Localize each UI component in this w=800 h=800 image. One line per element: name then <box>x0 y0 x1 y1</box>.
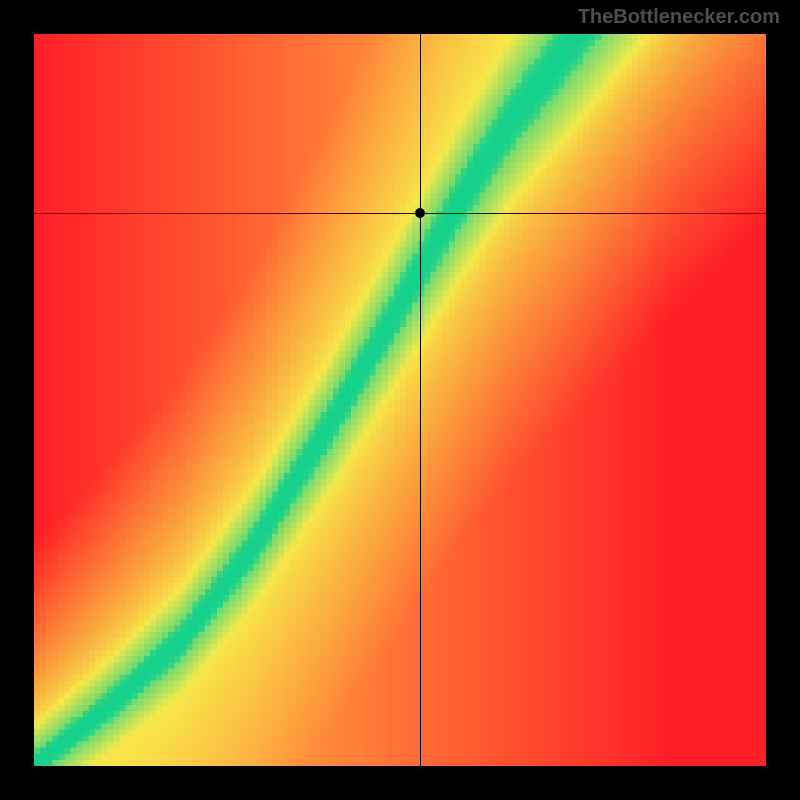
heatmap-canvas <box>34 34 766 766</box>
data-point-marker <box>415 208 425 218</box>
crosshair-vertical <box>420 34 421 766</box>
heatmap-plot <box>34 34 766 766</box>
watermark-text: TheBottlenecker.com <box>578 6 780 29</box>
crosshair-horizontal <box>34 213 766 214</box>
